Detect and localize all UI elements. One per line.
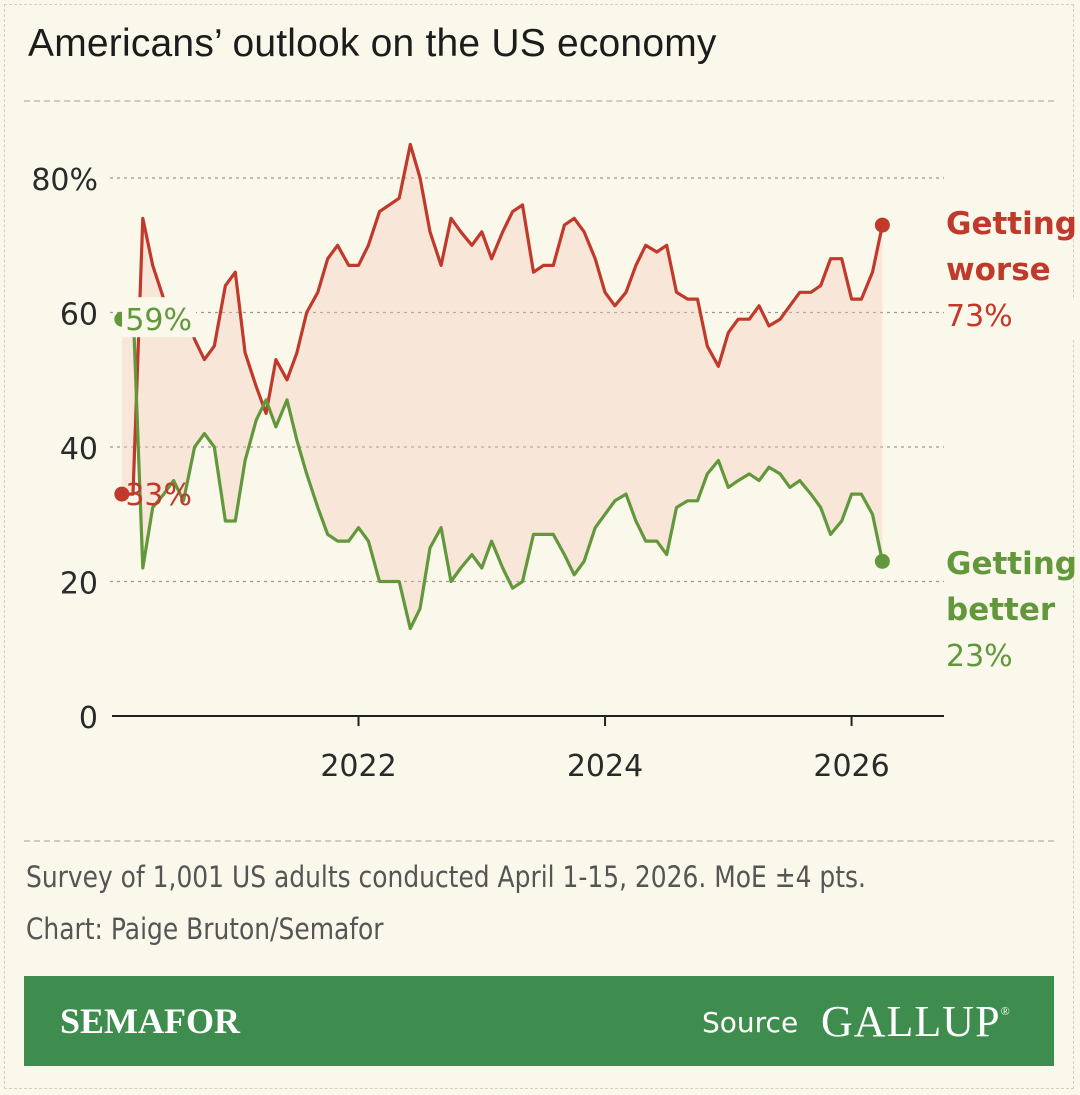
start-label-worse: 33%: [125, 478, 192, 513]
series-name-worse-line1: Getting: [946, 206, 1077, 242]
x-axis: 2022 2024 2026: [320, 716, 890, 784]
label-backdrop: [122, 297, 196, 338]
y-axis: 80% 60 40 20 0: [31, 163, 944, 736]
y-tick-label-80: 80%: [31, 163, 98, 198]
notes-divider: [24, 840, 1054, 842]
chart-credit: Chart: Paige Bruton/Semafor: [26, 912, 384, 946]
start-label-better: 59%: [125, 303, 192, 338]
line-chart: 80% 60 40 20 0 2022 2024 2026 33% 59% Getting wor…: [31, 142, 1077, 784]
registered-mark: ®: [1000, 1004, 1011, 1018]
title-divider: [24, 100, 1054, 102]
x-tick-label-2022: 2022: [320, 749, 396, 784]
gap-shading: [121, 144, 883, 629]
end-point-better: [874, 553, 890, 569]
grid-layer: [110, 177, 944, 583]
series-line-worse: [120, 142, 885, 496]
source-label: Source: [702, 1006, 799, 1039]
series-name-worse-line2: worse: [946, 252, 1051, 288]
end-label-better: 23%: [946, 639, 1013, 674]
survey-note: Survey of 1,001 US adults conducted Apri…: [26, 860, 866, 894]
semafor-logo: SEMAFOR: [60, 1001, 240, 1041]
y-tick-label-0: 0: [79, 701, 98, 736]
y-tick-label-40: 40: [60, 432, 98, 467]
series-line-better: [120, 304, 885, 631]
gallup-logo: GALLUP®: [821, 996, 1011, 1047]
y-tick-label-20: 20: [60, 567, 98, 602]
chart-title: Americans’ outlook on the US economy: [28, 22, 717, 65]
x-tick-label-2024: 2024: [567, 749, 643, 784]
footer-bar: SEMAFOR Source GALLUP®: [24, 976, 1054, 1066]
end-point-worse: [874, 217, 890, 233]
series-layer: [114, 142, 890, 631]
start-point-worse: [114, 486, 130, 502]
series-name-better-line2: better: [946, 592, 1056, 628]
gallup-logo-text: GALLUP: [821, 997, 1001, 1046]
series-labels: 33% 59% Getting worse 73% Getting better 23%: [122, 206, 1077, 674]
end-label-worse: 73%: [946, 299, 1013, 334]
series-name-better-line1: Getting: [946, 546, 1077, 582]
y-tick-label-60: 60: [60, 298, 98, 333]
x-tick-label-2026: 2026: [813, 749, 889, 784]
label-backdrop-worse: [944, 300, 1074, 340]
chart-frame: [4, 4, 1074, 1089]
